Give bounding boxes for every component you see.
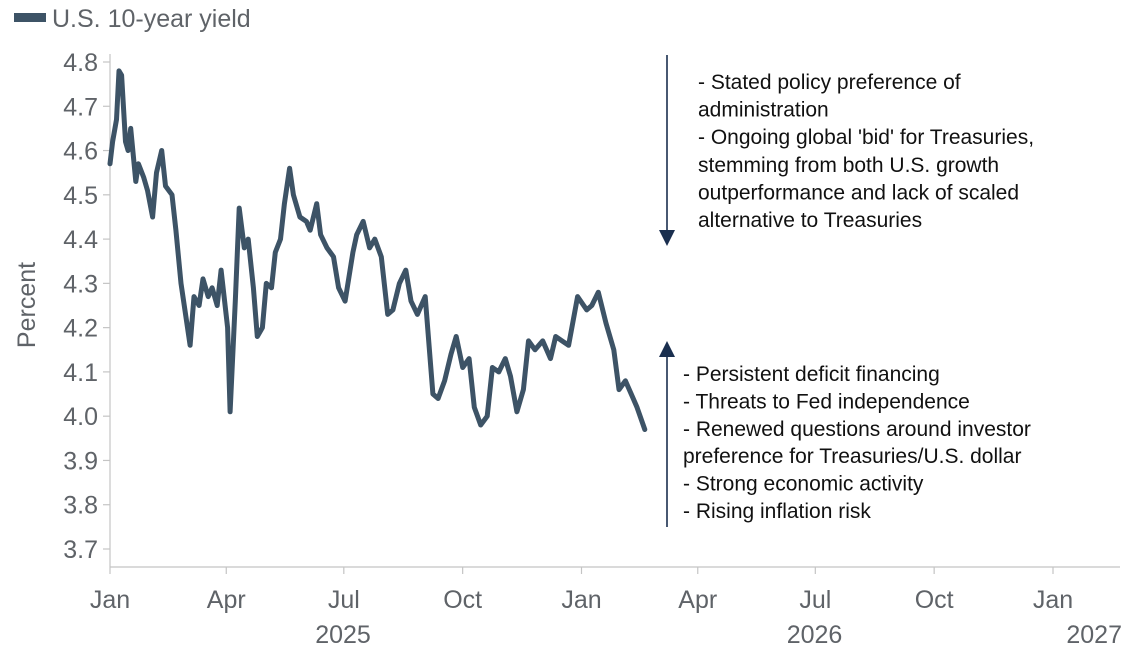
legend-swatch bbox=[14, 13, 46, 22]
y-tick-label: 4.6 bbox=[63, 138, 98, 166]
arrow-down-icon bbox=[659, 230, 675, 246]
y-tick-label: 4.1 bbox=[63, 359, 98, 387]
x-tick-label: Oct bbox=[915, 586, 954, 614]
series-line-us-10-year-yield bbox=[107, 68, 648, 432]
x-tick-label: Apr bbox=[207, 586, 246, 614]
x-year-label: 2026 bbox=[787, 621, 843, 648]
y-tick-label: 3.9 bbox=[63, 447, 98, 475]
y-tick-label: 4.0 bbox=[63, 403, 98, 431]
annotation-line: - Stated policy preference of bbox=[698, 71, 961, 94]
y-tick-label: 3.7 bbox=[63, 536, 98, 564]
y-tick-label: 4.5 bbox=[63, 182, 98, 210]
annotation-line: - Renewed questions around investor bbox=[683, 418, 1031, 441]
annotation-line: administration bbox=[698, 99, 829, 122]
annotation-line: alternative to Treasuries bbox=[698, 209, 922, 232]
x-tick-label: Jan bbox=[90, 586, 130, 614]
y-axis: 4.8 4.7 4.6 4.5 4.4 4.3 4.2 4.1 4.0 3.9 3.8 3.7 bbox=[63, 49, 111, 567]
arrow-up-icon bbox=[659, 341, 675, 357]
x-axis: Jan Apr Jul Oct Jan Apr Jul Oct Jan 2025 2026 2027 bbox=[90, 566, 1122, 648]
x-tick-label: Jul bbox=[799, 586, 831, 614]
annotation-line: preference for Treasuries/U.S. dollar bbox=[683, 445, 1021, 468]
x-year-label: 2027 bbox=[1066, 621, 1122, 648]
annotation-line: - Strong economic activity bbox=[683, 473, 924, 496]
x-tick-label: Oct bbox=[443, 586, 482, 614]
y-tick-label: 4.3 bbox=[63, 270, 98, 298]
y-tick-label: 4.7 bbox=[63, 93, 98, 121]
legend: U.S. 10-year yield bbox=[14, 5, 251, 33]
annotation-line: - Threats to Fed independence bbox=[683, 390, 970, 413]
annotation-line: outperformance and lack of scaled bbox=[698, 181, 1019, 204]
series-layer bbox=[107, 68, 648, 432]
annotation-line: stemming from both U.S. growth bbox=[698, 154, 999, 177]
y-tick-label: 4.2 bbox=[63, 315, 98, 343]
x-year-label: 2025 bbox=[315, 621, 371, 648]
legend-label: U.S. 10-year yield bbox=[52, 5, 251, 33]
annotation-line: - Rising inflation risk bbox=[683, 500, 871, 523]
annotation-line: - Ongoing global 'bid' for Treasuries, bbox=[698, 126, 1034, 149]
y-tick-label: 4.8 bbox=[63, 49, 98, 77]
y-tick-label: 3.8 bbox=[63, 492, 98, 520]
x-tick-label: Jan bbox=[561, 586, 601, 614]
y-tick-label: 4.4 bbox=[63, 226, 98, 254]
y-axis-label: Percent bbox=[13, 262, 41, 348]
x-tick-label: Jan bbox=[1033, 586, 1073, 614]
annotation-layer: - Stated policy preference of administrat… bbox=[659, 55, 1034, 527]
x-tick-label: Jul bbox=[328, 586, 360, 614]
x-tick-label: Apr bbox=[678, 586, 717, 614]
annotation-line: - Persistent deficit financing bbox=[683, 363, 940, 386]
